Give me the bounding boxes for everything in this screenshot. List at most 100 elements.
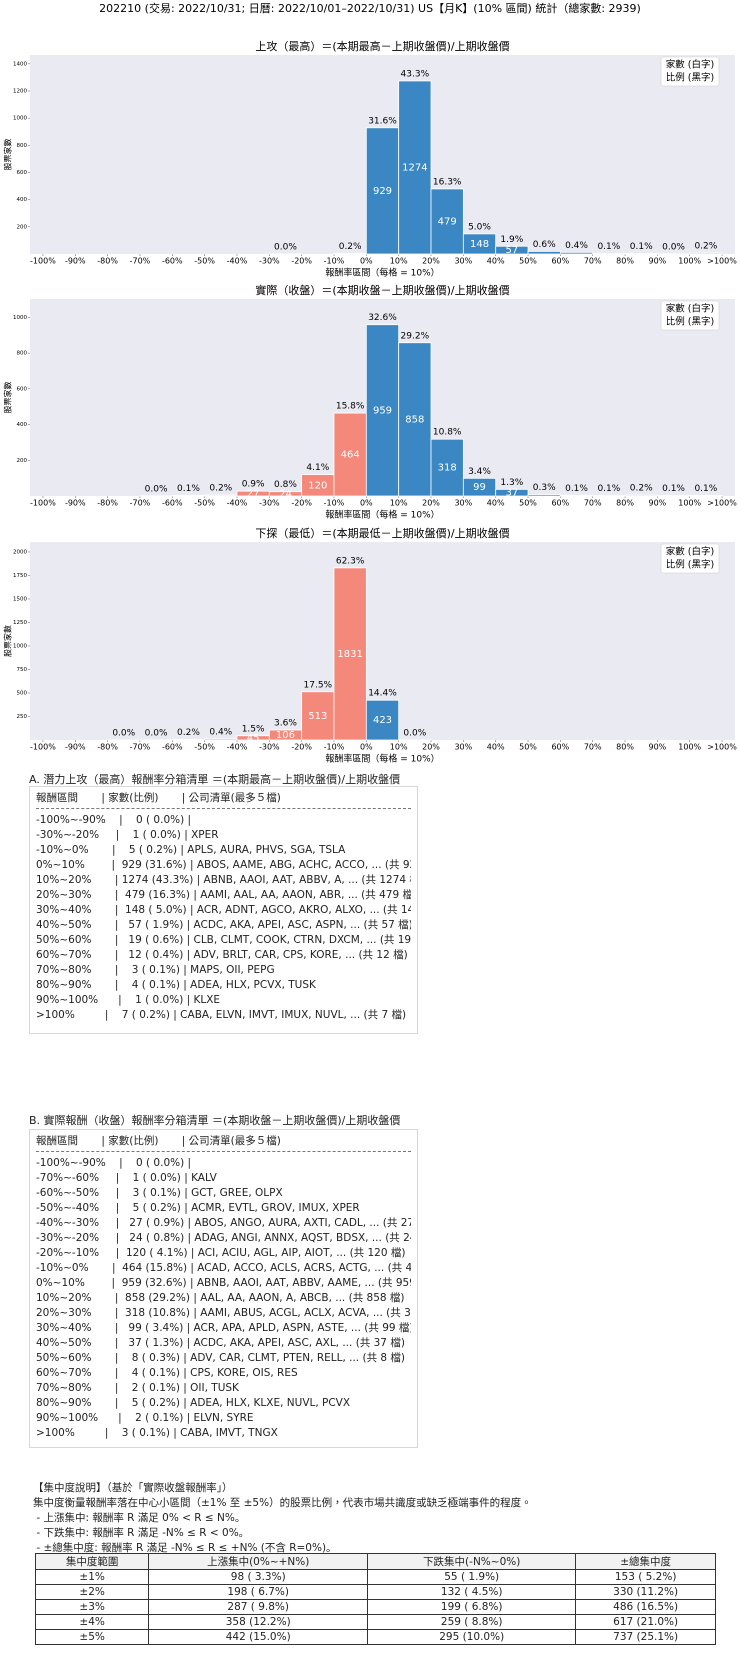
percent-label: 0.1% bbox=[565, 484, 588, 494]
list-row: -100%~-90% | 0 ( 0.0%) | bbox=[36, 814, 192, 826]
x-tick-label: 10% bbox=[390, 499, 408, 508]
percent-label: 0.4% bbox=[209, 727, 232, 737]
bar bbox=[204, 738, 238, 741]
list-row: 40%~50% | 57 ( 1.9%) | ACDC, AKA, APEI, … bbox=[36, 919, 411, 931]
count-label: 479 bbox=[438, 216, 457, 227]
table-cell: ±2% bbox=[34, 1584, 150, 1600]
bar bbox=[398, 342, 432, 497]
header-cell: 上漲集中(0%~+N%) bbox=[148, 1553, 369, 1570]
page-title: 202210 (交易: 2022/10/31; 日曆: 2022/10/01–2… bbox=[99, 1, 641, 15]
table-row: ±2% 198 ( 6.7%) 132 ( 4.5%) 330 (11.2%) bbox=[34, 1584, 716, 1600]
x-tick-label: -70% bbox=[130, 499, 151, 508]
percent-label: 0.1% bbox=[597, 484, 620, 494]
count-label: 24 bbox=[279, 489, 292, 500]
bar bbox=[689, 252, 723, 255]
percent-label: 0.9% bbox=[242, 480, 265, 490]
bar bbox=[365, 699, 400, 741]
x-tick-label: 50% bbox=[519, 257, 537, 266]
x-tick-label: 30% bbox=[454, 499, 472, 508]
header-cell: ±總集中度 bbox=[575, 1553, 716, 1570]
percent-label: 31.6% bbox=[368, 116, 397, 126]
table-row: ±1% 98 ( 3.3%) 55 ( 1.9%) 153 ( 5.2%) bbox=[34, 1569, 716, 1585]
list-row: 50%~60% | 19 ( 0.6%) | CLB, CLMT, COOK, … bbox=[36, 934, 411, 946]
concentration-title: 【集中度說明】（基於「實際收盤報酬率」） bbox=[33, 1482, 233, 1494]
y-tick-label: 500 bbox=[17, 690, 28, 696]
legend-box bbox=[660, 300, 720, 331]
y-axis-label: 股票家數 bbox=[3, 625, 13, 657]
legend-box bbox=[660, 543, 720, 574]
percent-label: 0.1% bbox=[662, 484, 685, 494]
table-cell: ±5% bbox=[34, 1629, 150, 1645]
percent-label: 0.0% bbox=[112, 728, 135, 738]
x-tick-label: -60% bbox=[162, 499, 183, 508]
percent-label: 43.3% bbox=[401, 69, 430, 79]
x-tick-label: 50% bbox=[519, 499, 537, 508]
separator bbox=[36, 1151, 411, 1152]
count-label: 148 bbox=[470, 239, 489, 250]
list-row: 80%~90% | 4 ( 0.1%) | ADEA, HLX, PCVX, T… bbox=[36, 979, 316, 991]
table-cell: ±1% bbox=[34, 1569, 150, 1585]
bar bbox=[624, 253, 658, 255]
x-tick-label: >100% bbox=[707, 743, 737, 752]
percent-label: 29.2% bbox=[401, 331, 430, 341]
bar bbox=[171, 495, 206, 497]
x-tick-label: -70% bbox=[130, 257, 151, 266]
table-cell: 330 (11.2%) bbox=[575, 1584, 716, 1600]
list-row: 20%~30% | 479 (16.3%) | AAMI, AAL, AA, A… bbox=[36, 889, 411, 901]
bar bbox=[624, 494, 658, 497]
bar bbox=[527, 494, 561, 497]
percent-label: 0.0% bbox=[274, 242, 297, 252]
bar bbox=[559, 494, 594, 497]
count-label: 1831 bbox=[337, 649, 362, 660]
x-tick-label: 100% bbox=[678, 743, 701, 752]
list-row: -70%~-60% | 1 ( 0.0%) | KALV bbox=[36, 1172, 217, 1184]
y-tick-label: 750 bbox=[17, 667, 28, 673]
x-tick-label: -90% bbox=[65, 743, 86, 752]
percent-label: 1.5% bbox=[242, 724, 265, 734]
x-tick-label: -40% bbox=[227, 257, 248, 266]
x-tick-label: 90% bbox=[648, 743, 666, 752]
x-tick-label: 60% bbox=[551, 257, 569, 266]
percent-label: 32.6% bbox=[368, 313, 397, 323]
x-tick-label: -10% bbox=[324, 257, 345, 266]
x-tick-label: 10% bbox=[390, 257, 408, 266]
legend-box bbox=[660, 56, 720, 87]
y-axis-label: 股票家數 bbox=[3, 139, 13, 171]
table-cell: 358 (12.2%) bbox=[148, 1614, 369, 1630]
y-tick-label: 1500 bbox=[13, 596, 27, 602]
y-tick-label: 400 bbox=[17, 197, 28, 203]
x-tick-label: -90% bbox=[65, 499, 86, 508]
y-tick-label: 1750 bbox=[13, 573, 27, 579]
table-cell: 486 (16.5%) bbox=[575, 1599, 716, 1615]
chart-title: 上攻（最高）＝(本期最高－上期收盤價)/上期收盤價 bbox=[255, 39, 509, 53]
list-row: 80%~90% | 5 ( 0.2%) | ADEA, HLX, KLXE, N… bbox=[36, 1397, 351, 1409]
bar bbox=[462, 233, 497, 255]
x-tick-label: -40% bbox=[227, 743, 248, 752]
percent-label: 0.2% bbox=[209, 484, 232, 494]
bar bbox=[430, 188, 464, 255]
list-row: -40%~-30% | 27 ( 0.9%) | ABOS, ANGO, AUR… bbox=[36, 1217, 411, 1229]
y-tick-label: 200 bbox=[17, 224, 28, 230]
table-cell: 442 (15.0%) bbox=[148, 1629, 369, 1645]
y-tick-label: 1400 bbox=[13, 61, 27, 67]
legend-entry: 比例 (黑字) bbox=[666, 72, 714, 84]
table-cell: 199 ( 6.8%) bbox=[367, 1599, 577, 1615]
list-row: 70%~80% | 3 ( 0.1%) | MAPS, OII, PEPG bbox=[36, 964, 275, 976]
x-tick-label: 20% bbox=[422, 743, 440, 752]
count-label: 423 bbox=[373, 715, 392, 726]
bar bbox=[365, 127, 400, 255]
table-cell: 198 ( 6.7%) bbox=[148, 1584, 369, 1600]
bar bbox=[333, 412, 367, 497]
count-label: 959 bbox=[373, 405, 392, 416]
x-tick-label: >100% bbox=[707, 257, 737, 266]
table-header: 集中度範圍 上漲集中(0%~+N%) 下跌集中(-N%~0%) ±總集中度 bbox=[34, 1553, 716, 1570]
count-label: 106 bbox=[276, 730, 295, 741]
y-tick-label: 400 bbox=[17, 422, 28, 428]
bar bbox=[301, 691, 335, 741]
percent-label: 10.8% bbox=[433, 428, 462, 438]
x-tick-label: 70% bbox=[584, 257, 602, 266]
table-cell: 132 ( 4.5%) bbox=[367, 1584, 577, 1600]
list-row: 20%~30% | 318 (10.8%) | AAMI, ABUS, ACGL… bbox=[36, 1307, 411, 1319]
header-cell: 集中度範圍 bbox=[34, 1553, 150, 1570]
